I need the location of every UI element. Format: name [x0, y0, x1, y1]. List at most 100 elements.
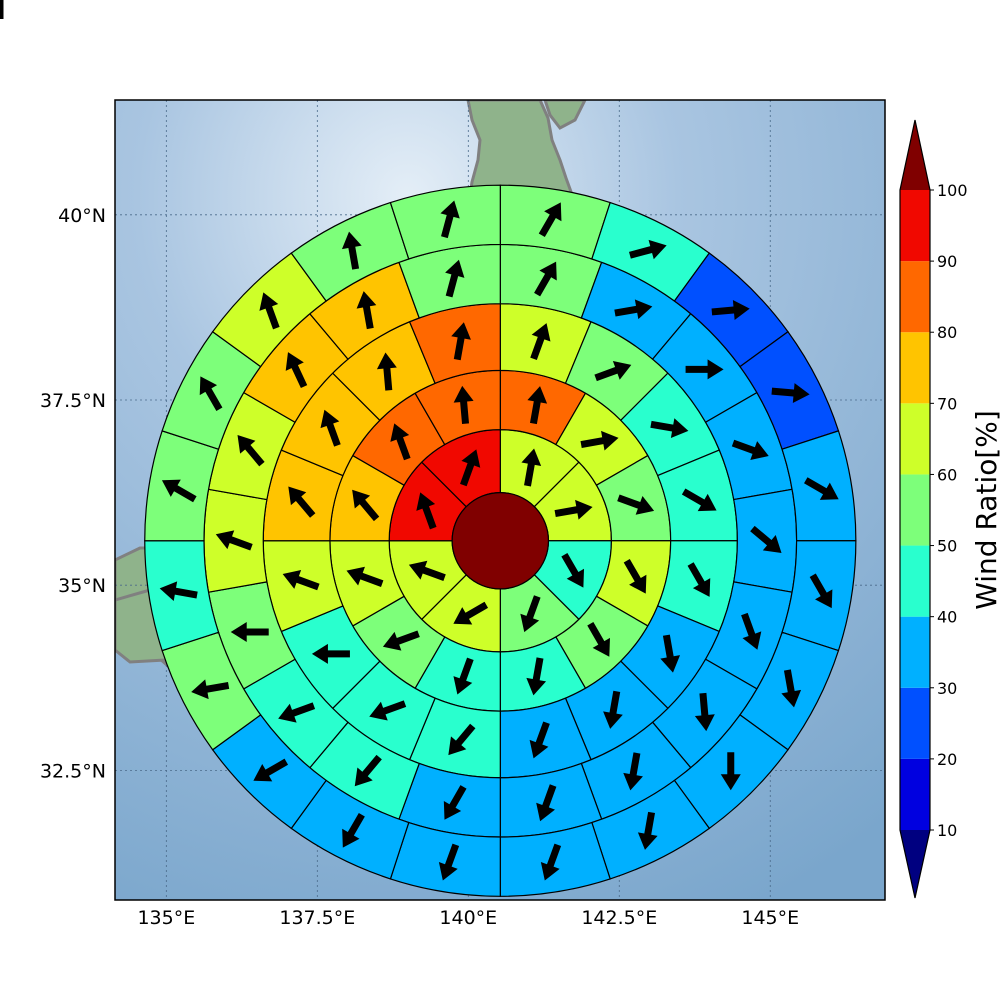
latitude-tick-label: 32.5°N	[40, 760, 106, 782]
wind-arrow	[711, 300, 750, 320]
colorbar-tick-label: 10	[937, 821, 957, 840]
wind-arrow	[460, 449, 481, 487]
wind-arrow	[369, 700, 407, 721]
colorbar-segment	[900, 403, 930, 475]
wind-arrow	[526, 657, 547, 696]
colorbar-segment	[900, 687, 930, 759]
wind-arrow	[580, 430, 619, 451]
latitude-tick-labels: 40°N 37.5°N 35°N 32.5°N	[40, 205, 106, 783]
center-cell	[451, 491, 550, 590]
wind-arrow	[529, 721, 550, 759]
wind-arrow	[603, 690, 623, 729]
wind-arrow	[617, 494, 655, 515]
colorbar-tick-label: 80	[937, 323, 957, 342]
wind-arrow	[650, 418, 689, 438]
wind-arrow	[623, 558, 647, 594]
wind-arrow	[278, 702, 316, 723]
wind-arrow	[440, 200, 460, 239]
wind-arrow	[741, 612, 762, 650]
wind-arrow	[527, 386, 548, 425]
longitude-tick-label: 142.5°E	[581, 907, 657, 929]
wind-arrow	[288, 486, 316, 518]
longitude-tick-label: 135°E	[137, 907, 195, 929]
wind-arrow	[681, 488, 717, 512]
wind-arrow	[554, 499, 593, 520]
wind-arrow	[453, 385, 474, 425]
colorbar-under-extension	[900, 830, 930, 898]
colorbar-segment	[900, 261, 930, 333]
wind-arrow	[354, 754, 382, 787]
latitude-tick-label: 40°N	[58, 205, 106, 227]
wind-arrow	[530, 323, 551, 361]
wind-arrow	[561, 553, 585, 588]
wind-arrow	[382, 630, 420, 651]
colorbar-tick-label: 70	[937, 394, 957, 413]
colorbar-segment	[900, 616, 930, 688]
wind-arrow	[771, 383, 810, 403]
wind-arrow	[259, 292, 280, 330]
colorbar-segment	[900, 190, 930, 262]
wind-arrow	[352, 489, 380, 522]
wind-arrow	[376, 352, 397, 391]
colorbar-title: Wind Ratio[%]	[970, 410, 1000, 610]
wind-arrow	[390, 423, 411, 461]
wind-arrow	[685, 359, 724, 380]
longitude-tick-label: 137.5°E	[279, 907, 355, 929]
wind-arrow	[750, 525, 782, 553]
colorbar-segment	[900, 758, 930, 830]
colorbar-tick-label: 60	[937, 465, 957, 484]
wind-arrow	[448, 723, 476, 756]
colorbar-segment	[900, 474, 930, 546]
longitude-tick-label: 145°E	[741, 907, 799, 929]
wind-arrow	[356, 291, 377, 330]
wind-arrow	[161, 479, 197, 503]
wind-arrow	[687, 562, 711, 597]
latitude-tick-label: 35°N	[58, 575, 106, 597]
map-frame	[114, 99, 886, 901]
longitude-tick-labels: 135°E 137.5°E 140°E 142.5°E 145°E	[137, 907, 799, 929]
wind-arrow	[346, 566, 384, 587]
wind-direction-arrows	[0, 0, 839, 881]
colorbar-segment	[900, 332, 930, 404]
wind-arrow	[660, 634, 681, 673]
wind-arrow	[804, 477, 839, 500]
wind-arrow	[587, 622, 610, 657]
wind-arrow	[451, 322, 471, 361]
wind-arrow	[637, 811, 658, 850]
wind-arrow	[731, 439, 769, 460]
longitude-tick-label: 140°E	[439, 907, 497, 929]
wind-arrow	[521, 448, 542, 487]
colorbar-tick-label: 100	[937, 181, 968, 200]
wind-arrow	[809, 573, 833, 609]
wind-arrow	[311, 643, 350, 664]
wind-arrow	[341, 231, 362, 270]
wind-arrow	[534, 261, 557, 297]
wind-arrow	[536, 784, 557, 822]
wind-arrow	[320, 409, 341, 447]
colorbar-segment	[900, 545, 930, 617]
colorbar-tick-label: 90	[937, 252, 957, 271]
wind-arrow	[342, 812, 365, 848]
wind-arrow	[720, 752, 741, 791]
map-panel	[0, 0, 886, 901]
wind-arrow	[215, 530, 253, 551]
wind-arrow	[520, 595, 541, 633]
wind-arrow	[237, 434, 265, 467]
colorbar-tick-label: 50	[937, 537, 957, 556]
wind-arrow	[781, 669, 802, 708]
wind-arrow	[694, 692, 715, 732]
wind-arrow	[408, 560, 446, 582]
colorbar-tick-label: 40	[937, 608, 957, 627]
wind-arrow	[438, 843, 460, 881]
colorbar-over-extension	[900, 120, 930, 190]
wind-arrow	[629, 239, 667, 260]
wind-arrow	[416, 492, 437, 530]
wind-arrow	[445, 259, 465, 298]
wind-arrow	[594, 360, 632, 382]
wind-arrow	[282, 570, 320, 591]
wind-arrow	[453, 657, 474, 695]
colorbar: 10 20 30 40 50 60 70 80 90 100 Wind Ratio[%]	[899, 119, 1000, 899]
wind-arrow	[453, 601, 489, 625]
wind-arrow	[199, 376, 223, 411]
wind-arrow	[159, 581, 198, 602]
